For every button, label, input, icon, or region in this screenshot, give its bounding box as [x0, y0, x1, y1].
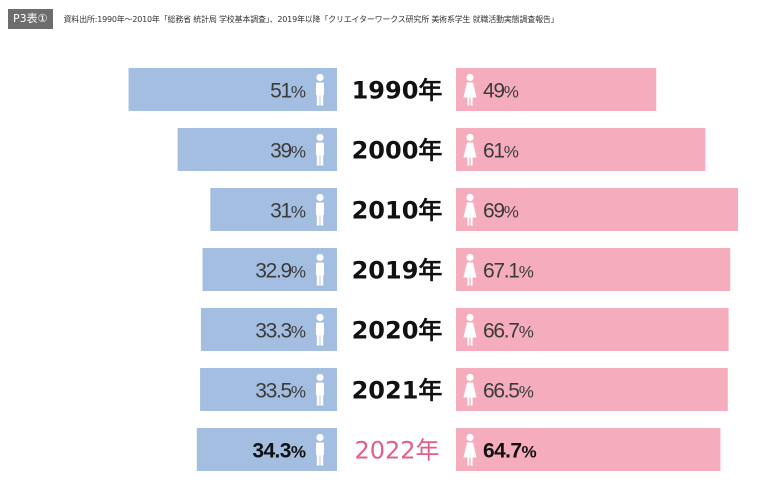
source-note: 資料出所:1990年～2010年「総務省 統計局 学校基本調査」、2019年以降… [63, 14, 559, 24]
male-value-label: 31% [270, 200, 306, 223]
female-bar [456, 428, 721, 471]
female-value-label: 66.5% [483, 380, 534, 403]
female-bar [456, 188, 738, 231]
male-bar [202, 248, 337, 291]
male-value-label: 33.3% [255, 320, 306, 343]
male-person-icon [316, 193, 324, 226]
year-label: 2022年 [354, 437, 439, 465]
female-bar [456, 248, 731, 291]
female-value-label: 69% [483, 200, 519, 223]
female-bar [456, 308, 729, 351]
year-label: 2000年 [352, 137, 443, 165]
male-bar [196, 428, 337, 471]
male-value-label: 32.9% [255, 260, 306, 283]
male-person-icon [316, 73, 324, 106]
female-person-icon [463, 433, 477, 466]
year-label: 2010年 [352, 197, 443, 225]
female-person-icon [463, 313, 477, 346]
female-value-label: 61% [483, 140, 519, 163]
female-value-label: 49% [483, 80, 519, 103]
male-value-label: 33.5% [255, 380, 306, 403]
female-value-label: 67.1% [483, 260, 534, 283]
year-label: 2020年 [352, 317, 443, 345]
female-value-label: 66.7% [483, 320, 534, 343]
male-person-icon [316, 253, 324, 286]
year-label: 2021年 [352, 377, 443, 405]
male-bar [128, 68, 337, 111]
female-value-label: 64.7% [483, 440, 537, 463]
male-person-icon [316, 313, 324, 346]
male-bar [200, 368, 337, 411]
male-person-icon [316, 433, 324, 466]
male-bar [200, 308, 337, 351]
female-bar [456, 368, 728, 411]
female-person-icon [463, 133, 477, 166]
male-person-icon [316, 133, 324, 166]
male-person-icon [316, 373, 324, 406]
male-value-label: 39% [270, 140, 306, 163]
male-value-label: 34.3% [252, 440, 306, 463]
female-bar [456, 68, 657, 111]
female-person-icon [463, 253, 477, 286]
female-person-icon [463, 193, 477, 226]
male-bar [210, 188, 337, 231]
male-value-label: 51% [270, 80, 306, 103]
male-bar [177, 128, 337, 171]
table-tag: P3表① [8, 9, 53, 29]
year-label: 1990年 [352, 77, 443, 105]
chart-header: P3表① 資料出所:1990年～2010年「総務省 統計局 学校基本調査」、20… [8, 9, 559, 29]
female-person-icon [463, 373, 477, 406]
female-person-icon [463, 73, 477, 106]
year-label: 2019年 [352, 257, 443, 285]
female-bar [456, 128, 706, 171]
